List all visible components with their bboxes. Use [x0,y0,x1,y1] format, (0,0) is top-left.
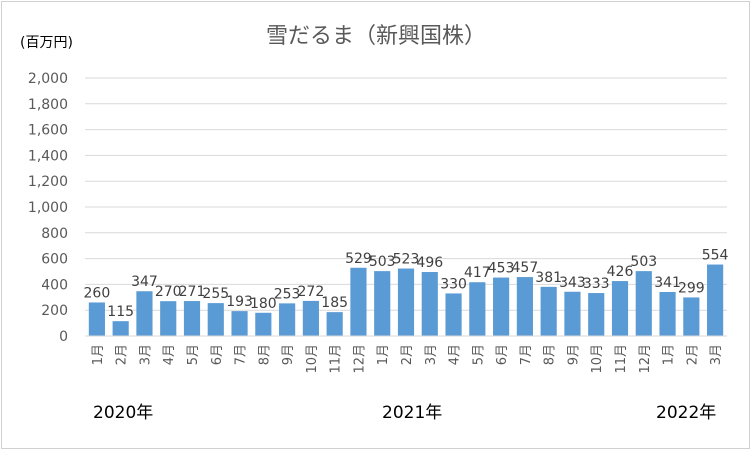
x-tick-label: 3月 [424,344,439,365]
data-label: 503 [369,254,396,270]
bar [397,268,415,336]
data-label: 255 [202,286,229,302]
year-label-2022: 2022年 [656,403,717,423]
data-label: 343 [559,275,586,291]
data-label: 417 [464,265,491,281]
bar [136,291,153,336]
x-tick-label: 12月 [352,344,367,374]
x-tick-label: 5月 [471,344,486,365]
bar [469,282,486,336]
data-label: 529 [345,251,372,267]
bar [350,267,367,336]
x-tick-label: 11月 [614,344,629,374]
y-tick-label: 0 [59,329,68,345]
bar [516,277,533,336]
x-tick-label: 3月 [138,344,153,365]
y-tick-label: 1,200 [28,174,68,190]
x-tick-label: 2月 [400,344,415,365]
x-tick-label: 8月 [257,344,272,365]
data-label: 272 [298,284,325,300]
x-tick-label: 10月 [305,344,320,374]
y-tick-label: 1,000 [28,200,68,216]
x-tick-label: 7月 [234,344,249,365]
bar [183,301,201,336]
data-label: 270 [155,284,182,300]
y-tick-label: 600 [41,252,68,268]
x-tick-label: 3月 [709,344,724,365]
bar [564,291,581,336]
x-tick-label: 8月 [543,344,558,365]
x-tick-label: 6月 [495,344,510,365]
bar [540,286,557,336]
data-label: 193 [226,294,253,310]
data-label: 185 [321,295,348,311]
x-tick-label: 7月 [519,344,534,365]
data-label: 381 [535,270,562,286]
bar [588,293,605,336]
data-label: 503 [630,254,657,270]
bar [374,271,391,336]
bar [255,312,272,336]
bar [635,271,652,336]
data-label: 496 [416,255,443,271]
x-tick-label: 1月 [91,344,106,365]
bar [160,301,177,336]
x-tick-label: 11月 [329,344,344,374]
bar [112,321,129,336]
x-tick-label: 4月 [162,344,177,365]
bar [302,300,319,336]
bar [207,303,224,336]
bar [231,311,248,336]
y-tick-label: 800 [41,226,68,242]
bar [445,293,462,336]
bar [659,292,676,336]
x-tick-label: 6月 [210,344,225,365]
x-tick-label: 2月 [685,344,700,365]
data-label: 341 [654,275,681,291]
bar [683,297,700,336]
y-tick-label: 2,000 [28,71,68,87]
bar [421,272,438,336]
data-label: 271 [179,284,206,300]
x-tick-label: 2月 [115,344,130,365]
data-label: 260 [84,285,111,301]
y-tick-label: 200 [41,303,68,319]
x-tick-label: 1月 [662,344,677,365]
data-label: 453 [488,261,515,277]
year-label-2020: 2020年 [93,403,154,423]
y-tick-label: 1,400 [28,148,68,164]
data-label: 426 [607,264,634,280]
data-label: 115 [107,304,134,320]
year-label-2021: 2021年 [382,403,443,423]
chart-title: 雪だるま（新興国株） [265,24,486,49]
data-label: 554 [702,248,729,264]
bar [707,264,724,336]
data-label: 299 [678,280,705,296]
x-tick-label: 5月 [186,344,201,365]
x-tick-label: 12月 [638,344,653,374]
y-tick-label: 400 [41,277,68,293]
bar [279,303,296,336]
x-tick-label: 1月 [376,344,391,365]
y-tick-label: 1,600 [28,123,68,139]
bar [88,302,105,336]
data-label: 457 [512,260,539,276]
data-label: 523 [393,252,420,268]
data-label: 180 [250,296,277,312]
bar [493,277,510,336]
data-label: 253 [274,286,301,302]
data-label: 330 [440,276,467,292]
bar [611,281,629,336]
data-label: 347 [131,274,158,290]
x-tick-label: 10月 [590,344,605,374]
x-tick-label: 9月 [281,344,296,365]
y-tick-label: 1,800 [28,97,68,113]
x-tick-label: 4月 [448,344,463,365]
y-axis-unit-label: (百万円) [20,35,73,51]
x-tick-label: 9月 [566,344,581,365]
bar [326,312,343,336]
data-label: 333 [583,276,610,292]
